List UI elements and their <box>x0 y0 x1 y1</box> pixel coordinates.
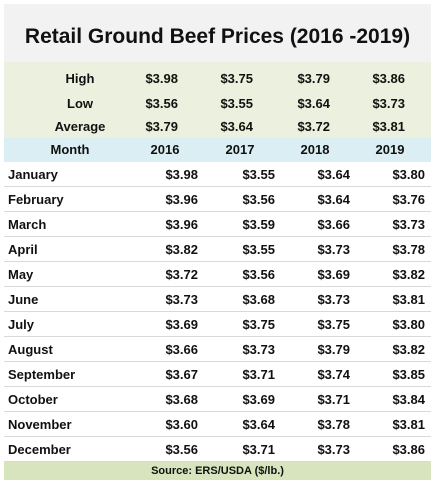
row-separator <box>4 286 431 287</box>
summary-value: $3.73 <box>372 96 405 111</box>
price-cell: $3.69 <box>317 267 350 282</box>
summary-value: $3.75 <box>220 71 253 86</box>
summary-value: $3.81 <box>372 119 405 134</box>
row-separator <box>4 211 431 212</box>
row-separator <box>4 311 431 312</box>
summary-value: $3.55 <box>220 96 253 111</box>
month-cell: January <box>8 167 58 182</box>
price-cell: $3.55 <box>242 242 275 257</box>
price-cell: $3.60 <box>165 417 198 432</box>
price-cell: $3.84 <box>392 392 425 407</box>
price-cell: $3.75 <box>317 317 350 332</box>
title-band <box>4 4 431 62</box>
price-cell: $3.73 <box>317 292 350 307</box>
price-cell: $3.71 <box>242 442 275 457</box>
price-cell: $3.80 <box>392 317 425 332</box>
header-cell: Month <box>50 142 90 157</box>
source-band <box>4 462 431 480</box>
price-cell: $3.68 <box>165 392 198 407</box>
price-cell: $3.96 <box>165 217 198 232</box>
price-cell: $3.79 <box>317 342 350 357</box>
row-separator <box>4 336 431 337</box>
price-cell: $3.68 <box>242 292 275 307</box>
row-separator <box>4 411 431 412</box>
summary-value: $3.72 <box>297 119 330 134</box>
source: Source: ERS/USDA ($/lb.) <box>151 465 284 477</box>
price-cell: $3.82 <box>392 342 425 357</box>
price-cell: $3.76 <box>392 192 425 207</box>
summary-value: $3.98 <box>145 71 178 86</box>
price-cell: $3.81 <box>392 292 425 307</box>
header-cell: 2016 <box>150 142 180 157</box>
month-cell: September <box>8 367 76 382</box>
header-cell: 2017 <box>225 142 255 157</box>
month-cell: February <box>8 192 64 207</box>
price-cell: $3.73 <box>317 442 350 457</box>
price-cell: $3.67 <box>165 367 198 382</box>
month-cell: July <box>8 317 35 332</box>
price-cell: $3.64 <box>242 417 275 432</box>
price-cell: $3.85 <box>392 367 425 382</box>
summary-value: $3.79 <box>297 71 330 86</box>
row-separator <box>4 436 431 437</box>
price-cell: $3.73 <box>317 242 350 257</box>
month-cell: December <box>8 442 71 457</box>
month-cell: November <box>8 417 72 432</box>
price-cell: $3.78 <box>317 417 350 432</box>
header-cell: 2018 <box>300 142 330 157</box>
summary-band <box>4 62 431 138</box>
price-cell: $3.56 <box>165 442 198 457</box>
month-cell: August <box>8 342 53 357</box>
header-cell: 2019 <box>375 142 405 157</box>
row-separator <box>4 186 431 187</box>
row-separator <box>4 461 431 462</box>
price-cell: $3.82 <box>392 267 425 282</box>
month-cell: April <box>8 242 38 257</box>
price-cell: $3.75 <box>242 317 275 332</box>
price-cell: $3.64 <box>317 167 350 182</box>
month-cell: October <box>8 392 58 407</box>
summary-value: $3.86 <box>372 71 405 86</box>
price-cell: $3.73 <box>242 342 275 357</box>
summary-value: $3.64 <box>297 96 330 111</box>
price-cell: $3.66 <box>317 217 350 232</box>
price-cell: $3.55 <box>242 167 275 182</box>
price-cell: $3.96 <box>165 192 198 207</box>
row-separator <box>4 386 431 387</box>
month-cell: May <box>8 267 34 282</box>
month-cell: March <box>8 217 47 232</box>
price-cell: $3.98 <box>165 167 198 182</box>
price-cell: $3.73 <box>165 292 198 307</box>
row-separator <box>4 236 431 237</box>
price-cell: $3.74 <box>317 367 350 382</box>
price-cell: $3.71 <box>242 367 275 382</box>
summary-label: Low <box>67 96 93 111</box>
price-cell: $3.56 <box>242 192 275 207</box>
price-cell: $3.71 <box>317 392 350 407</box>
price-cell: $3.73 <box>392 217 425 232</box>
price-cell: $3.80 <box>392 167 425 182</box>
summary-label: High <box>65 71 95 86</box>
price-cell: $3.78 <box>392 242 425 257</box>
summary-value: $3.79 <box>145 119 178 134</box>
summary-value: $3.56 <box>145 96 178 111</box>
title: Retail Ground Beef Prices (2016 -2019) <box>24 25 411 48</box>
summary-value: $3.64 <box>220 119 253 134</box>
month-cell: June <box>8 292 39 307</box>
price-cell: $3.69 <box>165 317 198 332</box>
price-cell: $3.72 <box>165 267 198 282</box>
price-cell: $3.56 <box>242 267 275 282</box>
price-cell: $3.64 <box>317 192 350 207</box>
price-cell: $3.82 <box>165 242 198 257</box>
price-cell: $3.69 <box>242 392 275 407</box>
price-cell: $3.81 <box>392 417 425 432</box>
row-separator <box>4 361 431 362</box>
header-band <box>4 138 431 162</box>
row-separator <box>4 261 431 262</box>
price-cell: $3.86 <box>392 442 425 457</box>
summary-label: Average <box>54 119 106 134</box>
price-cell: $3.66 <box>165 342 198 357</box>
price-cell: $3.59 <box>242 217 275 232</box>
